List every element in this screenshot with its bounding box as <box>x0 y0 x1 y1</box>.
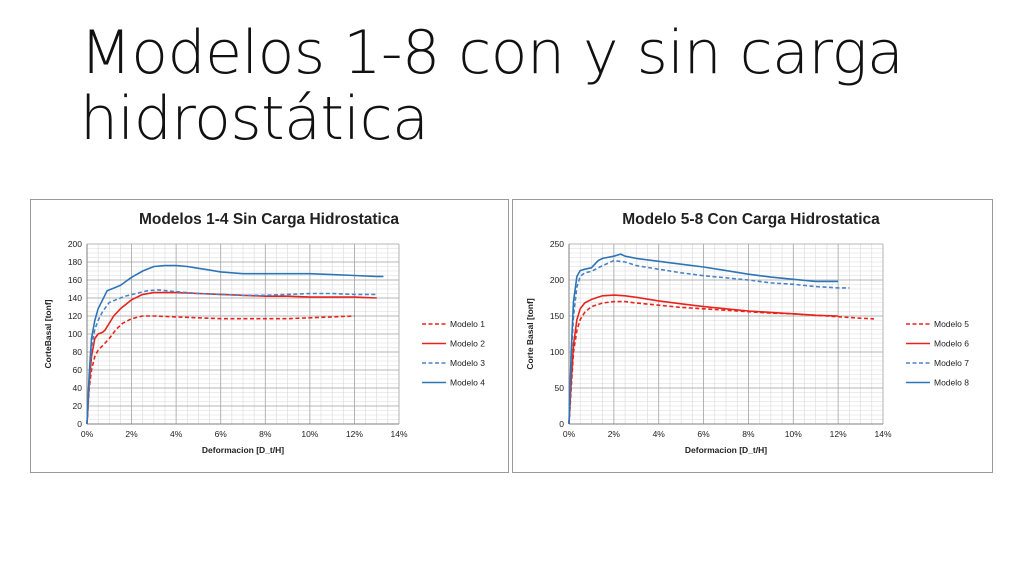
x-tick-label: 6% <box>697 429 710 439</box>
x-tick-label: 4% <box>653 429 666 439</box>
x-tick-label: 10% <box>301 429 318 439</box>
series-line-modelo-3 <box>86 289 377 425</box>
x-tick-label: 8% <box>742 429 755 439</box>
chart-svg-con-carga: Modelo 5-8 Con Carga Hidrostatica 0 50 100 1… <box>525 211 969 455</box>
y-tick-label: 150 <box>550 311 564 321</box>
y-axis-label: CorteBasal [tonf] <box>43 299 53 368</box>
slide-title: Modelos 1-8 con y sin carga hidrostática <box>80 20 980 152</box>
chart-title: Modelos 1-4 Sin Carga Hidrostatica <box>139 211 399 228</box>
y-tick-label: 0 <box>559 419 564 429</box>
x-tick-label: 0% <box>563 429 576 439</box>
slide-title-line-2: hidrostática <box>80 84 429 154</box>
legend-label: Modelo 1 <box>450 319 485 329</box>
legend-label: Modelo 8 <box>934 378 969 388</box>
slide-title-line-1: Modelos 1-8 con y sin carga <box>80 18 904 88</box>
y-tick-label: 60 <box>73 365 83 375</box>
y-axis-label: Corte Basal [tonf] <box>525 298 535 369</box>
chart-panel-sin-carga: Modelos 1-4 Sin Carga Hidrostatica 0 20 40 6… <box>30 199 509 473</box>
y-tick-label: 120 <box>68 311 82 321</box>
y-tick-label: 160 <box>68 275 82 285</box>
legend-label: Modelo 2 <box>450 339 485 349</box>
legend-label: Modelo 4 <box>450 378 485 388</box>
x-tick-label: 14% <box>390 429 407 439</box>
x-tick-label: 4% <box>170 429 183 439</box>
x-axis-label: Deformacion [D_t/H] <box>202 445 284 455</box>
x-axis-label: Deformacion [D_t/H] <box>685 445 767 455</box>
chart-svg-sin-carga: Modelos 1-4 Sin Carga Hidrostatica 0 20 40 6… <box>43 211 485 455</box>
chart-panel-con-carga: Modelo 5-8 Con Carga Hidrostatica 0 50 100 1… <box>512 199 993 473</box>
series-line-modelo-4 <box>86 264 384 425</box>
x-tick-label: 14% <box>874 429 891 439</box>
y-tick-label: 100 <box>550 347 564 357</box>
legend-label: Modelo 6 <box>934 339 969 349</box>
x-tick-label: 0% <box>81 429 94 439</box>
x-tick-label: 12% <box>346 429 363 439</box>
x-tick-label: 12% <box>830 429 847 439</box>
series-line-modelo-7 <box>568 259 850 425</box>
series-line-modelo-6 <box>568 294 839 425</box>
y-tick-label: 140 <box>68 293 82 303</box>
legend-label: Modelo 5 <box>934 319 969 329</box>
series-line-modelo-1 <box>86 315 355 425</box>
y-tick-label: 50 <box>555 383 565 393</box>
series-line-modelo-2 <box>86 291 377 425</box>
y-tick-label: 250 <box>550 239 564 249</box>
series-line-modelo-5 <box>568 300 875 425</box>
y-tick-label: 180 <box>68 257 82 267</box>
chart-title: Modelo 5-8 Con Carga Hidrostatica <box>622 211 880 228</box>
y-tick-label: 40 <box>73 383 83 393</box>
x-tick-label: 2% <box>608 429 621 439</box>
x-tick-label: 8% <box>259 429 272 439</box>
legend-label: Modelo 3 <box>450 358 485 368</box>
y-tick-label: 80 <box>73 347 83 357</box>
x-tick-label: 2% <box>125 429 138 439</box>
x-tick-label: 6% <box>215 429 228 439</box>
y-tick-label: 0 <box>77 419 82 429</box>
y-tick-label: 200 <box>68 239 82 249</box>
x-tick-label: 10% <box>785 429 802 439</box>
y-tick-label: 100 <box>68 329 82 339</box>
y-tick-label: 200 <box>550 275 564 285</box>
series-line-modelo-8 <box>568 253 839 425</box>
y-tick-label: 20 <box>73 401 83 411</box>
legend-label: Modelo 7 <box>934 358 969 368</box>
